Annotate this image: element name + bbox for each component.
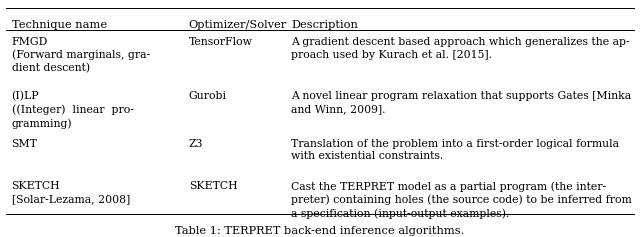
Text: A gradient descent based approach which generalizes the ap-
proach used by Kurac: A gradient descent based approach which … [291, 37, 630, 59]
Text: Gurobi: Gurobi [189, 91, 227, 101]
Text: SKETCH: SKETCH [189, 181, 237, 191]
Text: Cast the TERPRET model as a partial program (the inter-
preter) containing holes: Cast the TERPRET model as a partial prog… [291, 181, 632, 219]
Text: Optimizer/Solver: Optimizer/Solver [189, 20, 287, 30]
Text: SKETCH
[Solar-Lezama, 2008]: SKETCH [Solar-Lezama, 2008] [12, 181, 130, 204]
Text: Description: Description [291, 20, 358, 30]
Text: Z3: Z3 [189, 139, 204, 149]
Text: A novel linear program relaxation that supports Gates [Minka
and Winn, 2009].: A novel linear program relaxation that s… [291, 91, 631, 114]
Text: (I)LP
((Integer)  linear  pro-
gramming): (I)LP ((Integer) linear pro- gramming) [12, 91, 133, 129]
Text: Table 1: TERPRET back-end inference algorithms.: Table 1: TERPRET back-end inference algo… [175, 226, 465, 236]
Text: SMT: SMT [12, 139, 37, 149]
Text: TensorFlow: TensorFlow [189, 37, 253, 47]
Text: Technique name: Technique name [12, 20, 107, 30]
Text: FMGD
(Forward marginals, gra-
dient descent): FMGD (Forward marginals, gra- dient desc… [12, 37, 150, 73]
Text: Translation of the problem into a first-order logical formula
with existential c: Translation of the problem into a first-… [291, 139, 620, 161]
